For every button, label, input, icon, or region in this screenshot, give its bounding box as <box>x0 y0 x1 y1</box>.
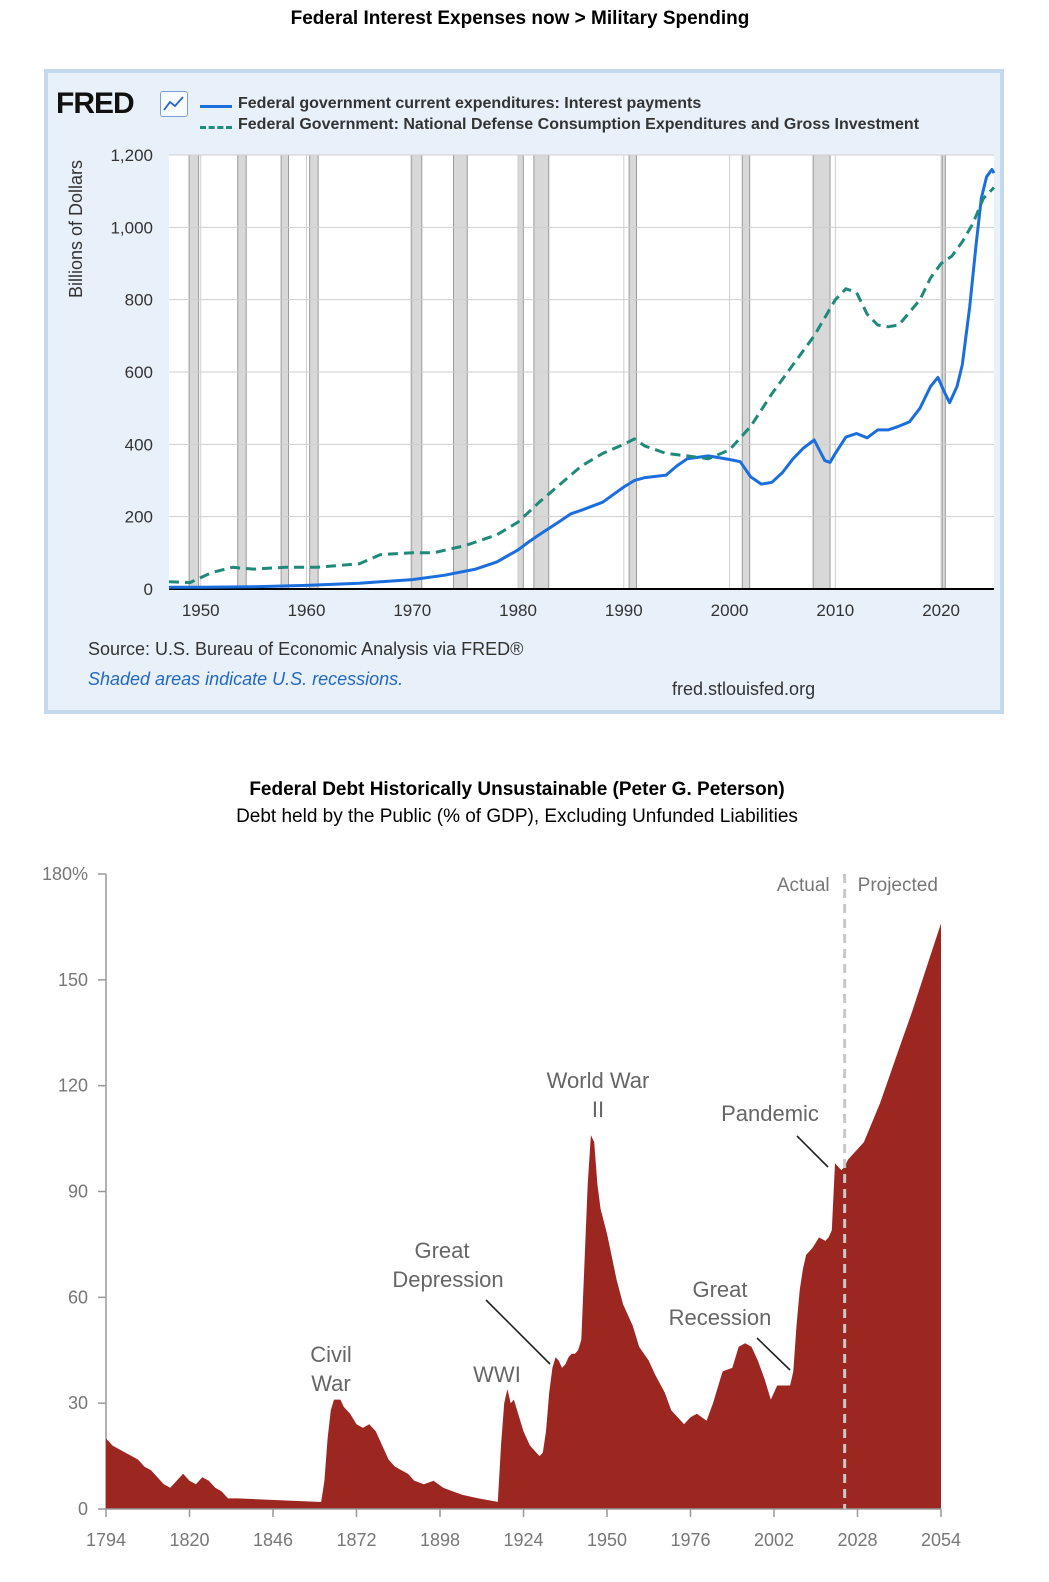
fred-plot-svg: 0 200 400 600 800 1,000 1,200 1950 1960 1970 1980 1… <box>110 146 996 620</box>
x-tick-label: 1980 <box>499 601 537 620</box>
x-tick-label: 1872 <box>336 1530 376 1550</box>
x-tick-label: 1950 <box>182 601 220 620</box>
annotation-leader-line <box>756 1337 791 1371</box>
annotation-label: WWI <box>473 1362 521 1387</box>
fred-chart-panel: FRED Federal government current expendit… <box>44 69 1004 714</box>
recession-note: Shaded areas indicate U.S. recessions. <box>88 669 404 689</box>
legend-label-interest: Federal government current expenditures:… <box>238 95 702 112</box>
legend-label-defense: Federal Government: National Defense Con… <box>238 116 920 133</box>
chart-title-interest-vs-military: Federal Interest Expenses now > Military… <box>290 8 750 29</box>
y-tick-label: 1,000 <box>110 218 153 237</box>
projected-label: Projected <box>858 875 938 896</box>
line-chart-icon <box>160 91 188 117</box>
fred-logo: FRED <box>56 87 135 120</box>
x-tick-label: 1898 <box>420 1530 460 1550</box>
fred-url[interactable]: fred.stlouisfed.org <box>672 679 816 699</box>
x-tick-label: 1960 <box>288 601 326 620</box>
annotation-label: Depression <box>392 1267 503 1292</box>
y-tick-label: 180% <box>42 864 88 884</box>
y-tick-label: 1,200 <box>110 146 153 165</box>
x-tick-label: 1970 <box>393 601 431 620</box>
actual-label: Actual <box>777 875 830 896</box>
annotation-label: Recession <box>669 1305 772 1330</box>
y-tick-label: 30 <box>68 1393 88 1413</box>
y-tick-label: 0 <box>78 1499 88 1519</box>
debt-plot-svg: 0 30 60 90 120 150 180% 1794 1820 1846 1872 1898 192… <box>42 864 961 1550</box>
x-tick-label: 1820 <box>169 1530 209 1550</box>
y-tick-label: 800 <box>125 291 153 310</box>
annotation-label: Great <box>692 1277 747 1302</box>
x-tick-label: 2000 <box>711 601 749 620</box>
y-tick-label: 90 <box>68 1182 88 1202</box>
annotation-leader-line <box>485 1299 551 1365</box>
series-line-defense <box>168 186 996 584</box>
annotation-label: II <box>592 1097 604 1122</box>
y-tick-label: 0 <box>144 580 153 599</box>
y-tick-label: 120 <box>58 1076 88 1096</box>
y-tick-label: 200 <box>125 508 153 527</box>
chart-subtitle-federal-debt: Debt held by the Public (% of GDP), Excl… <box>236 806 798 827</box>
x-tick-label: 1990 <box>605 601 643 620</box>
series-line-interest <box>169 168 996 589</box>
x-tick-label: 1846 <box>253 1530 293 1550</box>
x-tick-label: 2010 <box>816 601 854 620</box>
source-note: Source: U.S. Bureau of Economic Analysis… <box>88 639 524 659</box>
annotation-label: War <box>311 1371 351 1396</box>
x-tick-label: 2020 <box>922 601 960 620</box>
legend-swatch-dashed <box>200 126 232 129</box>
legend-swatch-solid <box>200 105 232 108</box>
x-tick-label: 1924 <box>503 1530 543 1550</box>
annotation-label: Civil <box>310 1342 352 1367</box>
annotation-leader-line <box>796 1135 829 1168</box>
annotation-label: Great <box>414 1238 469 1263</box>
chart-title-federal-debt: Federal Debt Historically Unsustainable … <box>249 779 785 800</box>
x-tick-label: 1794 <box>86 1530 126 1550</box>
x-tick-label: 2002 <box>754 1530 794 1550</box>
y-tick-label: 60 <box>68 1287 88 1307</box>
y-tick-label: 150 <box>58 970 88 990</box>
y-tick-label: 400 <box>125 435 153 454</box>
annotation-label: World War <box>547 1068 650 1093</box>
x-tick-label: 2028 <box>837 1530 877 1550</box>
x-tick-label: 1950 <box>587 1530 627 1550</box>
debt-area <box>106 923 941 1509</box>
annotation-label: Pandemic <box>721 1101 819 1126</box>
y-tick-label: 600 <box>125 363 153 382</box>
x-tick-label: 2054 <box>921 1530 961 1550</box>
x-tick-label: 1976 <box>670 1530 710 1550</box>
